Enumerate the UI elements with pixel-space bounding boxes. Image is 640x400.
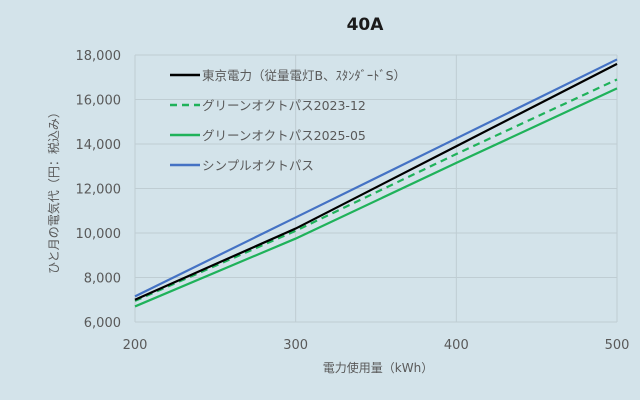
y-axis-ticks: 6,000 8,000 10,000 12,000 14,000 16,000 18,000 (76, 49, 122, 331)
x-tick-label: 200 (123, 338, 148, 353)
legend-label: シンプルオクトパス (202, 158, 314, 173)
x-axis-label: 電力使用量（kWh） (323, 360, 433, 375)
series-line (134, 78, 618, 302)
y-tick-label: 8,000 (84, 272, 121, 287)
legend: 東京電力（従量電灯B、ｽﾀﾝﾀﾞｰﾄﾞS） グリーンオクトパス2023-12 グリー… (170, 68, 406, 173)
legend-label: 東京電力（従量電灯B、ｽﾀﾝﾀﾞｰﾄﾞS） (202, 68, 406, 83)
legend-label: グリーンオクトパス2023-12 (202, 98, 366, 113)
chart-title: 40A (347, 15, 385, 35)
y-tick-label: 16,000 (76, 94, 122, 109)
legend-label: グリーンオクトパス2025-05 (202, 128, 366, 143)
y-tick-label: 18,000 (76, 49, 122, 64)
x-axis-ticks: 200 300 400 500 (123, 338, 630, 353)
y-axis-label: ひと月の電気代（円：税込み） (46, 106, 61, 274)
y-tick-label: 14,000 (76, 138, 122, 153)
y-tick-label: 10,000 (76, 227, 122, 242)
series-line (134, 62, 618, 301)
series-line (134, 87, 618, 308)
x-tick-label: 300 (283, 338, 308, 353)
y-tick-label: 6,000 (84, 316, 121, 331)
y-tick-label: 12,000 (76, 183, 122, 198)
gridlines (134, 54, 618, 323)
x-tick-label: 500 (605, 338, 630, 353)
series-lines (134, 58, 618, 308)
series-line (134, 58, 618, 298)
x-tick-label: 400 (444, 338, 469, 353)
